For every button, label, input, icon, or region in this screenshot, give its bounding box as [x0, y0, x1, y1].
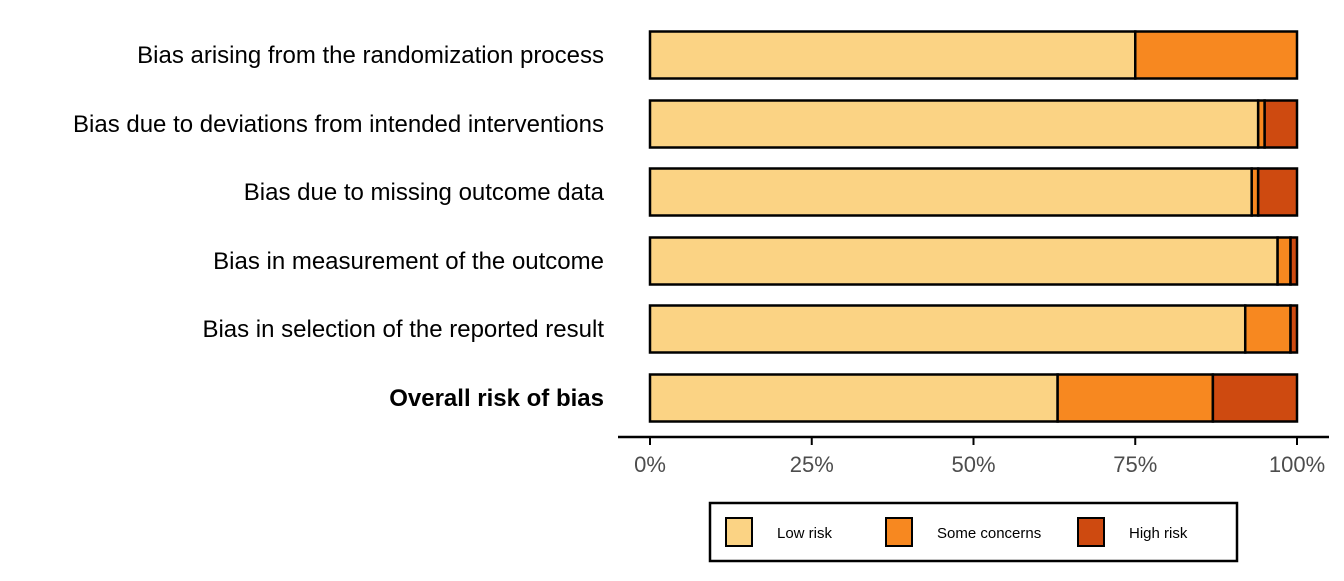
- bar-high-risk-row-4: [1289, 236, 1299, 286]
- bar-low-risk-row-6: [648, 373, 1059, 423]
- category-labels: Bias arising from the randomization proc…: [73, 42, 605, 412]
- bar-some-concerns-row-4: [1276, 236, 1292, 286]
- bar-high-risk-row-5: [1289, 304, 1299, 354]
- category-label-1: Bias arising from the randomization proc…: [137, 42, 604, 69]
- bar-high-risk-row-2: [1263, 99, 1299, 149]
- bar-high-risk-row-6: [1211, 373, 1299, 423]
- bar-low-risk-row-1: [648, 30, 1137, 80]
- bar-low-risk-row-4: [648, 236, 1279, 286]
- x-tick-label-75: 75%: [1113, 452, 1157, 477]
- category-label-2: Bias due to deviations from intended int…: [73, 111, 604, 138]
- legend-label-high-risk: High risk: [1129, 525, 1188, 542]
- legend-box: [708, 501, 1239, 563]
- category-label-3: Bias due to missing outcome data: [244, 179, 605, 206]
- legend-key-low-risk: [725, 517, 753, 547]
- legend-key-high-risk: [1077, 517, 1105, 547]
- x-tick-label-100: 100%: [1269, 452, 1325, 477]
- legend-key-some-concerns: [885, 517, 913, 547]
- legend: Low risk Some concerns High risk: [708, 501, 1239, 563]
- category-label-4: Bias in measurement of the outcome: [213, 248, 604, 275]
- category-label-5: Bias in selection of the reported result: [202, 316, 604, 343]
- legend-label-low-risk: Low risk: [777, 525, 833, 542]
- x-tick-label-25: 25%: [790, 452, 834, 477]
- bar-some-concerns-row-5: [1243, 304, 1292, 354]
- bar-high-risk-row-3: [1256, 167, 1299, 217]
- legend-label-some-concerns: Some concerns: [937, 525, 1041, 542]
- bar-low-risk-row-3: [648, 167, 1253, 217]
- bar-some-concerns-row-6: [1056, 373, 1215, 423]
- bar-low-risk-row-2: [648, 99, 1260, 149]
- category-label-6: Overall risk of bias: [389, 385, 604, 412]
- bars-layer: [648, 30, 1299, 423]
- x-tick-label-0: 0%: [634, 452, 666, 477]
- x-axis: 0% 25% 50% 75% 100%: [618, 435, 1329, 477]
- x-tick-label-50: 50%: [951, 452, 995, 477]
- bar-low-risk-row-5: [648, 304, 1247, 354]
- bar-some-concerns-row-1: [1134, 30, 1299, 80]
